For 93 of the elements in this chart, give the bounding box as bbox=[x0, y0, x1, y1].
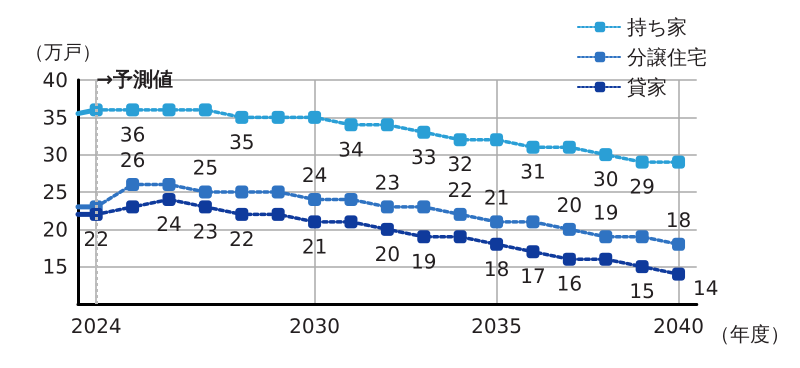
point bbox=[454, 208, 467, 221]
point bbox=[126, 178, 140, 192]
point bbox=[490, 133, 504, 146]
point bbox=[344, 192, 358, 206]
point bbox=[344, 215, 358, 228]
point bbox=[308, 110, 322, 124]
data-label: 22 bbox=[83, 226, 109, 251]
data-label: 30 bbox=[593, 167, 618, 192]
y-tick-label: 40 bbox=[42, 68, 68, 92]
point bbox=[308, 215, 322, 228]
data-label: 18 bbox=[666, 208, 692, 232]
data-label: 18 bbox=[484, 256, 510, 281]
x-tick-label: 2040 bbox=[653, 314, 704, 338]
data-label: 15 bbox=[629, 279, 655, 304]
data-label: 34 bbox=[338, 137, 364, 162]
data-label: 16 bbox=[556, 272, 582, 296]
y-tick-label: 35 bbox=[42, 105, 68, 130]
data-label: 36 bbox=[120, 122, 146, 146]
data-label: 35 bbox=[229, 130, 255, 154]
data-label: 23 bbox=[374, 170, 400, 194]
point bbox=[562, 222, 576, 236]
point bbox=[126, 200, 140, 214]
point bbox=[636, 156, 649, 169]
point bbox=[672, 156, 686, 169]
y-tick-label: 20 bbox=[42, 217, 68, 242]
data-label: 31 bbox=[520, 160, 546, 184]
data-label: 17 bbox=[520, 264, 546, 288]
point bbox=[272, 208, 285, 221]
point bbox=[672, 238, 686, 251]
point bbox=[380, 222, 394, 236]
point bbox=[198, 186, 212, 198]
point bbox=[454, 230, 467, 244]
data-label: 19 bbox=[411, 249, 436, 274]
point bbox=[599, 252, 612, 266]
data-label: 14 bbox=[693, 276, 718, 300]
point bbox=[562, 252, 576, 266]
legend-label: 分譲住宅 bbox=[627, 45, 707, 69]
point bbox=[308, 192, 322, 206]
data-label: 21 bbox=[484, 185, 510, 210]
point bbox=[235, 110, 248, 124]
point bbox=[162, 192, 176, 206]
data-label: 29 bbox=[629, 174, 655, 199]
data-label: 32 bbox=[447, 152, 473, 176]
point bbox=[198, 200, 212, 214]
y-tick-label: 30 bbox=[42, 142, 68, 167]
point bbox=[235, 186, 248, 198]
point bbox=[636, 230, 649, 244]
data-label: 25 bbox=[192, 156, 218, 180]
point bbox=[344, 118, 358, 132]
point bbox=[526, 245, 540, 258]
point bbox=[526, 215, 540, 228]
point bbox=[380, 200, 394, 214]
y-tick-label: 15 bbox=[42, 254, 68, 279]
x-tick-label: 2035 bbox=[471, 314, 522, 338]
y-tick-label: 25 bbox=[42, 180, 68, 204]
data-label: 19 bbox=[593, 200, 618, 224]
point bbox=[162, 178, 176, 192]
y-axis-title: （万戸） bbox=[25, 42, 101, 64]
x-axis-title: （年度） bbox=[710, 322, 790, 346]
data-label: 20 bbox=[556, 192, 582, 217]
x-tick-label: 2024 bbox=[70, 314, 122, 338]
legend-label: 貸家 bbox=[627, 75, 667, 99]
point bbox=[417, 230, 430, 244]
point bbox=[562, 140, 576, 154]
legend-label: 持ち家 bbox=[627, 15, 687, 39]
point bbox=[599, 230, 612, 244]
point bbox=[235, 208, 248, 221]
point bbox=[490, 238, 504, 251]
point bbox=[380, 118, 394, 132]
data-label: 22 bbox=[447, 178, 473, 202]
data-label: 24 bbox=[302, 162, 328, 187]
ref-line-label: →予測値 bbox=[96, 67, 173, 91]
point bbox=[672, 268, 686, 281]
point bbox=[454, 133, 467, 146]
data-label: 33 bbox=[411, 144, 436, 169]
point bbox=[272, 186, 285, 198]
data-label: 23 bbox=[192, 219, 218, 244]
point bbox=[162, 103, 176, 116]
data-label: 21 bbox=[302, 234, 328, 258]
data-label: 26 bbox=[120, 148, 146, 172]
data-label: 24 bbox=[156, 212, 182, 236]
point bbox=[417, 126, 430, 139]
data-label: 22 bbox=[229, 226, 255, 251]
x-tick-label: 2030 bbox=[289, 314, 340, 338]
data-label: 20 bbox=[374, 242, 400, 266]
point bbox=[198, 103, 212, 116]
point bbox=[417, 200, 430, 214]
point bbox=[126, 103, 140, 116]
point bbox=[599, 148, 612, 162]
point bbox=[490, 215, 504, 228]
point bbox=[526, 140, 540, 154]
point bbox=[272, 110, 285, 124]
point bbox=[636, 260, 649, 274]
